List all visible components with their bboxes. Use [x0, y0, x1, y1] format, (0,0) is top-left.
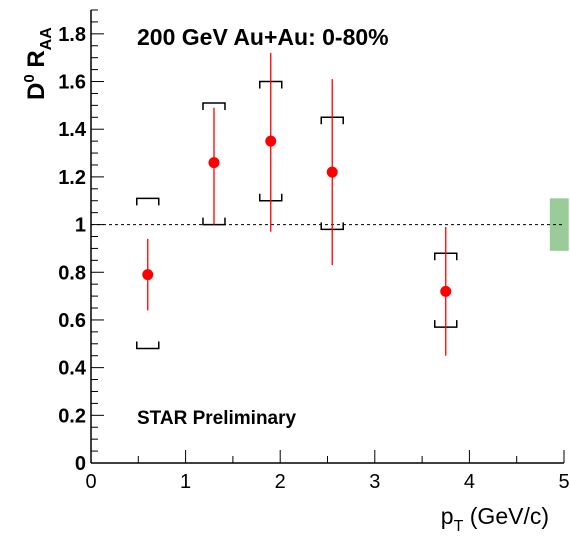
y-tick-label-1: 1 — [75, 215, 86, 237]
x-tick-label-2: 2 — [275, 471, 286, 493]
data-point-1 — [142, 269, 154, 281]
x-tick-label-1: 1 — [180, 471, 191, 493]
y-tick-label-1.8: 1.8 — [58, 24, 86, 46]
x-axis-label-units: (GeV/c) — [463, 503, 549, 529]
y-tick-label-0.2: 0.2 — [58, 405, 86, 427]
y-axis-label-subscript: AA — [38, 27, 55, 51]
y-tick-label-0.4: 0.4 — [58, 358, 87, 380]
star-preliminary-label: STAR Preliminary — [137, 408, 297, 429]
x-axis-label-main: p — [441, 503, 454, 529]
y-axis-label-group: D0 RAA — [21, 27, 55, 100]
y-tick-label-0.6: 0.6 — [58, 310, 86, 332]
axes-layer: 0 1 2 3 4 5 0 0.2 0.4 0.6 0.8 1 1.2 1.4 1.6 1.8 — [58, 9, 570, 493]
x-axis-label: pT (GeV/c) — [441, 503, 549, 535]
y-axis-label-main: D — [23, 83, 50, 100]
y-axis-label-mid: R — [23, 50, 50, 74]
data-point-3 — [265, 135, 277, 147]
systematic-error-layer — [136, 80, 458, 350]
systematic-bracket-upper-2 — [202, 102, 226, 110]
x-tick-label-5: 5 — [558, 471, 569, 493]
systematic-bracket-lower-2 — [202, 217, 226, 226]
y-tick-label-1.6: 1.6 — [58, 72, 86, 94]
data-point-4 — [326, 166, 338, 178]
x-tick-label-0: 0 — [85, 471, 96, 493]
text-layer: 200 GeV Au+Au: 0-80% STAR Preliminary pT… — [21, 24, 549, 535]
data-points-layer — [142, 135, 452, 297]
y-tick-label-0.8: 0.8 — [58, 262, 86, 284]
chart-title: 200 GeV Au+Au: 0-80% — [137, 24, 389, 50]
y-axis-label: D0 RAA — [21, 27, 55, 100]
y-tick-label-0: 0 — [75, 453, 86, 475]
x-tick-label-4: 4 — [464, 471, 475, 493]
y-tick-label-1.2: 1.2 — [58, 167, 86, 189]
y-tick-label-1.4: 1.4 — [58, 119, 87, 141]
data-point-5 — [440, 285, 452, 297]
statistical-error-layer — [147, 52, 447, 356]
systematic-bracket-lower-1 — [136, 341, 160, 350]
y-axis-label-superscript: 0 — [21, 74, 38, 82]
x-tick-label-3: 3 — [369, 471, 380, 493]
systematic-bracket-upper-1 — [136, 197, 160, 206]
data-point-2 — [208, 157, 220, 169]
x-axis-label-subscript: T — [454, 518, 464, 535]
